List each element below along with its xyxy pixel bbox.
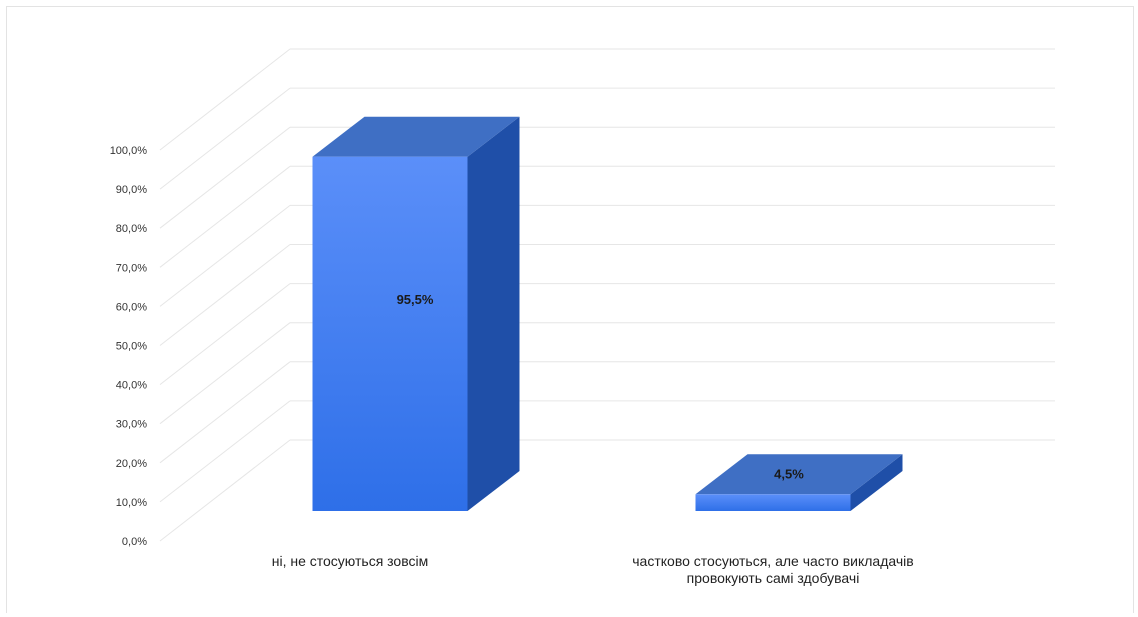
bar-top	[695, 454, 903, 495]
bar	[695, 494, 851, 511]
gridline-diagonal	[159, 283, 291, 385]
gridline-diagonal	[159, 126, 291, 229]
data-label: 4,5%	[774, 466, 804, 481]
chart-frame	[6, 6, 1134, 613]
y-axis-ticks: 0,0% 10,0% 20,0% 30,0% 40,0% 50,0% 60,0% 70,0% 8…	[110, 145, 148, 548]
category-label: ні, не стосуються зовсім	[272, 553, 429, 569]
y-tick-label: 50,0%	[116, 341, 147, 353]
y-tick-label: 20,0%	[116, 458, 147, 470]
gridline-diagonal	[159, 165, 291, 268]
y-tick-label: 70,0%	[116, 262, 147, 274]
y-tick-label: 10,0%	[116, 497, 147, 509]
bar-side	[467, 116, 520, 511]
gridline-diagonal	[159, 48, 291, 151]
gridline-diagonal	[159, 400, 291, 503]
y-tick-label: 0,0%	[122, 536, 147, 548]
gridline-diagonal	[159, 439, 291, 542]
bar-side	[850, 454, 903, 511]
data-label: 95,5%	[397, 292, 434, 307]
gridlines	[159, 48, 1055, 542]
y-tick-label: 40,0%	[116, 380, 147, 392]
gridline-diagonal	[159, 244, 291, 346]
bar-top	[312, 116, 520, 157]
gridline-diagonal	[159, 87, 291, 190]
gridline-diagonal	[159, 322, 291, 425]
y-tick-label: 100,0%	[110, 145, 148, 157]
bar	[312, 156, 468, 511]
category-label: частково стосуються, але часто викладачі…	[632, 553, 913, 569]
y-tick-label: 60,0%	[116, 301, 147, 313]
y-tick-label: 90,0%	[116, 184, 147, 196]
x-axis-categories: ні, не стосуються зовсім частково стосуют…	[272, 553, 914, 586]
bars: 95,5% 4,5%	[312, 116, 903, 511]
gridline-diagonal	[159, 361, 291, 464]
category-label: провокують самі здобувачі	[687, 570, 860, 586]
y-tick-label: 30,0%	[116, 419, 147, 431]
gridline-diagonal	[159, 205, 291, 307]
y-tick-label: 80,0%	[116, 223, 147, 235]
